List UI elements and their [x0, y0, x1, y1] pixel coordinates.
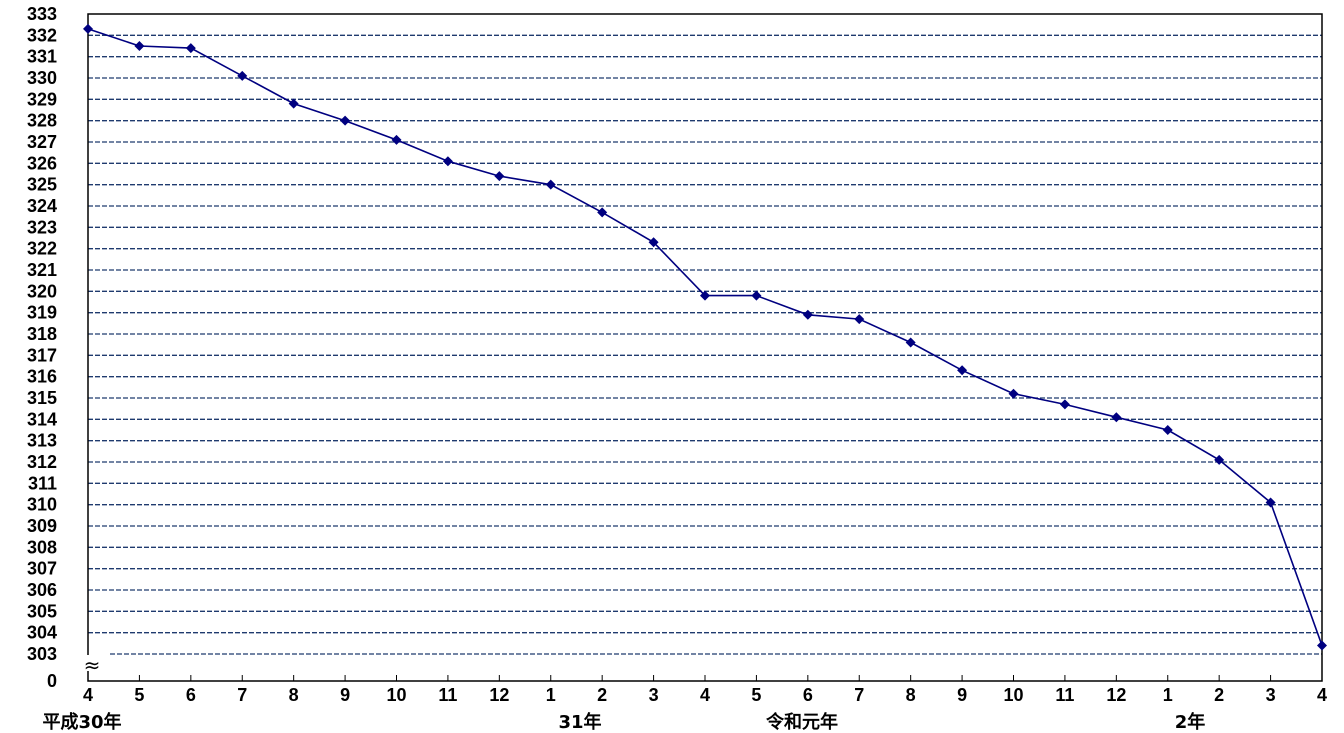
x-tick-label: 5 [134, 685, 144, 705]
y-tick-label: 307 [27, 559, 57, 579]
y-tick-label: 323 [27, 217, 57, 237]
era-labels: 平成30年 31年 令和元年 2年 [42, 711, 1205, 733]
y-tick-label: 330 [27, 68, 57, 88]
x-tick-label: 6 [803, 685, 813, 705]
data-point [1111, 412, 1122, 423]
x-axis-tick-labels: 4 5 6 7 8 9 10 11 12 1 2 3 4 5 6 7 8 9 10 11 12 1 2 3 4 [83, 675, 1327, 705]
x-tick-label: 12 [489, 685, 509, 705]
x-tick-label: 4 [1317, 685, 1327, 705]
data-point [700, 290, 710, 301]
y-tick-label: 331 [27, 47, 57, 67]
x-tick-label: 8 [289, 685, 299, 705]
data-point [442, 156, 453, 167]
x-tick-label: 9 [340, 685, 350, 705]
y-tick-label: 306 [27, 580, 57, 600]
y-tick-label: 327 [27, 132, 57, 152]
x-tick-label: 7 [237, 685, 247, 705]
x-tick-label: 11 [438, 685, 457, 705]
y-tick-label: 332 [27, 25, 57, 45]
x-tick-label: 10 [386, 685, 406, 705]
data-point [802, 309, 813, 320]
x-tick-label: 8 [906, 685, 916, 705]
y-tick-label: 310 [27, 495, 57, 515]
data-point [494, 171, 505, 182]
y-tick-label: 318 [27, 324, 57, 344]
gridlines [88, 34, 1322, 655]
series-group [83, 23, 1327, 651]
x-tick-label: 7 [854, 685, 864, 705]
data-point [83, 23, 93, 34]
y-tick-label: 317 [27, 345, 57, 365]
y-tick-label: 314 [27, 409, 57, 429]
x-tick-label: 3 [649, 685, 659, 705]
y-tick-label: 312 [27, 452, 57, 472]
x-tick-label: 12 [1106, 685, 1126, 705]
y-tick-label: 315 [27, 388, 57, 408]
y-tick-label: 304 [27, 623, 57, 643]
era-label: 令和元年 [765, 711, 838, 733]
data-point [957, 365, 968, 376]
y-tick-label-zero: 0 [47, 671, 57, 691]
x-tick-label: 2 [597, 685, 607, 705]
data-point [237, 70, 248, 81]
x-tick-label: 3 [1266, 685, 1276, 705]
y-tick-label: 316 [27, 367, 57, 387]
x-tick-label: 5 [751, 685, 761, 705]
x-tick-label: 6 [186, 685, 196, 705]
data-point [1059, 399, 1070, 410]
x-tick-label: 2 [1214, 685, 1224, 705]
y-tick-label: 321 [27, 260, 57, 280]
data-point [1265, 497, 1276, 508]
data-point [854, 314, 865, 325]
y-tick-label: 322 [27, 239, 57, 259]
y-tick-label: 313 [27, 431, 57, 451]
y-tick-label: 328 [27, 111, 57, 131]
data-point [905, 337, 916, 348]
y-tick-label: 333 [27, 4, 57, 24]
data-point [648, 237, 659, 248]
y-tick-label: 325 [27, 175, 57, 195]
data-point [391, 134, 402, 145]
y-axis-tick-labels: 3333323313303293283273263253243233223213… [27, 4, 57, 691]
data-point [1214, 454, 1225, 465]
y-tick-label: 319 [27, 303, 57, 323]
x-tick-label: 4 [83, 685, 93, 705]
data-point [597, 207, 608, 218]
x-tick-label: 11 [1055, 685, 1074, 705]
x-tick-label: 1 [546, 685, 556, 705]
data-point [185, 43, 196, 54]
y-tick-label: 308 [27, 537, 57, 557]
axis-break-mask [79, 655, 105, 671]
data-point [340, 115, 351, 126]
data-point [1008, 388, 1019, 399]
x-tick-label: 1 [1163, 685, 1173, 705]
era-label: 2年 [1175, 711, 1206, 733]
y-tick-label: 324 [27, 196, 57, 216]
y-tick-label: 305 [27, 601, 57, 621]
data-point [545, 179, 556, 190]
era-label: 平成30年 [42, 711, 121, 733]
era-label: 31年 [558, 711, 601, 733]
x-tick-label: 10 [1003, 685, 1023, 705]
y-tick-label: 320 [27, 281, 57, 301]
y-tick-label: 309 [27, 516, 57, 536]
y-tick-label: 329 [27, 89, 57, 109]
y-tick-label: 303 [27, 644, 57, 664]
y-tick-label: 311 [28, 473, 57, 493]
data-point [134, 41, 145, 51]
x-tick-label: 9 [957, 685, 967, 705]
axis-break-symbol: ≈ [84, 653, 101, 677]
x-tick-label: 4 [700, 685, 710, 705]
data-point [288, 98, 299, 109]
data-point [751, 290, 762, 301]
data-point [1162, 425, 1173, 435]
y-tick-label: 326 [27, 153, 57, 173]
plot-background [88, 14, 1322, 681]
data-point [1317, 640, 1327, 651]
